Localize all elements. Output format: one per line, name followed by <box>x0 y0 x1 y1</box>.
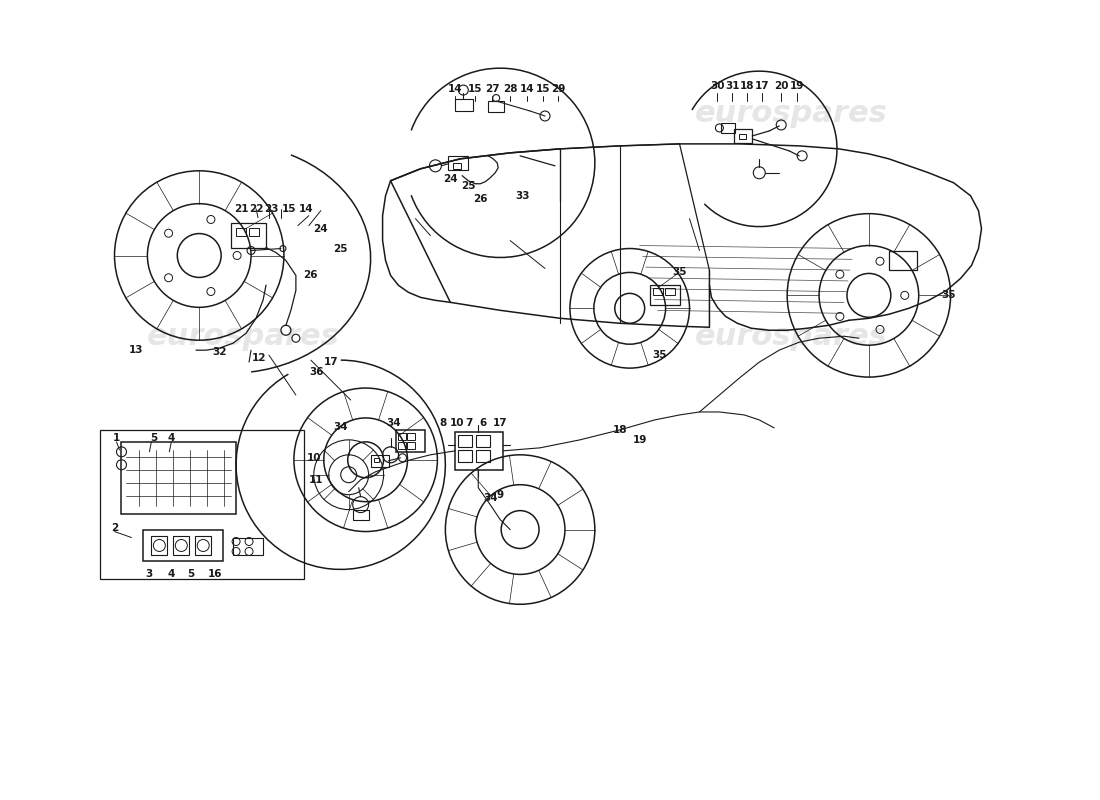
Text: 1: 1 <box>113 433 120 443</box>
Text: 17: 17 <box>323 357 338 367</box>
Bar <box>233 538 263 555</box>
Text: 8: 8 <box>440 418 447 428</box>
Bar <box>449 156 469 170</box>
Text: 20: 20 <box>774 81 789 91</box>
Bar <box>476 450 491 462</box>
Text: 4: 4 <box>167 433 175 443</box>
Text: 7: 7 <box>465 418 473 428</box>
Text: 28: 28 <box>503 84 517 94</box>
Bar <box>371 455 388 466</box>
Text: 13: 13 <box>129 345 144 355</box>
Text: 15: 15 <box>282 204 296 214</box>
Bar <box>396 430 426 452</box>
Text: 25: 25 <box>333 243 348 254</box>
Bar <box>476 435 491 447</box>
Bar <box>455 432 503 470</box>
Text: eurospares: eurospares <box>695 98 888 127</box>
Bar <box>455 99 473 111</box>
Bar <box>121 442 236 514</box>
Text: 32: 32 <box>212 347 227 357</box>
Bar <box>459 435 472 447</box>
Text: 14: 14 <box>298 204 314 214</box>
Bar <box>459 450 472 462</box>
Bar <box>735 129 752 143</box>
Text: 11: 11 <box>309 474 323 485</box>
Text: 14: 14 <box>448 84 463 94</box>
Text: 12: 12 <box>252 353 266 363</box>
Text: 24: 24 <box>443 174 458 184</box>
Bar <box>664 288 674 295</box>
Bar <box>231 222 266 247</box>
Bar <box>374 458 378 462</box>
Text: eurospares: eurospares <box>146 322 340 350</box>
Text: 2: 2 <box>111 522 118 533</box>
Text: 34: 34 <box>333 422 348 432</box>
Text: 34: 34 <box>386 418 400 428</box>
Bar <box>249 228 258 235</box>
Text: 10: 10 <box>307 453 321 462</box>
Text: 18: 18 <box>613 425 627 435</box>
Text: 34: 34 <box>483 493 497 502</box>
Text: 6: 6 <box>480 418 487 428</box>
Text: 25: 25 <box>461 181 475 190</box>
Text: 18: 18 <box>740 81 755 91</box>
Text: 35: 35 <box>672 267 686 278</box>
Text: 24: 24 <box>314 223 328 234</box>
Bar <box>488 101 504 112</box>
Text: 5: 5 <box>150 433 157 443</box>
Text: 21: 21 <box>234 204 249 214</box>
Bar <box>407 442 416 449</box>
Text: 27: 27 <box>485 84 499 94</box>
Bar <box>650 286 680 306</box>
Bar <box>152 535 167 555</box>
Text: 35: 35 <box>942 290 956 300</box>
Text: 29: 29 <box>551 84 565 94</box>
Bar <box>174 535 189 555</box>
Text: eurospares: eurospares <box>695 322 888 350</box>
Text: 5: 5 <box>188 570 195 579</box>
Text: 26: 26 <box>473 194 487 204</box>
Text: 30: 30 <box>711 81 725 91</box>
Bar <box>353 510 369 519</box>
Text: 33: 33 <box>515 190 529 201</box>
Text: 14: 14 <box>520 84 535 94</box>
Text: 19: 19 <box>632 435 647 445</box>
Text: 31: 31 <box>725 81 739 91</box>
Bar <box>407 433 416 440</box>
Text: 23: 23 <box>264 204 278 214</box>
Text: 19: 19 <box>790 81 804 91</box>
Text: 15: 15 <box>536 84 550 94</box>
Bar <box>722 123 736 133</box>
Bar <box>236 228 246 235</box>
Bar <box>453 163 461 169</box>
Text: 16: 16 <box>208 570 222 579</box>
Text: 9: 9 <box>496 490 504 500</box>
Text: 15: 15 <box>468 84 483 94</box>
Text: 35: 35 <box>652 350 667 360</box>
Bar <box>397 433 406 440</box>
Bar <box>100 430 304 579</box>
Bar <box>195 535 211 555</box>
Bar <box>889 250 916 270</box>
Bar <box>739 134 746 139</box>
Bar <box>652 288 662 295</box>
Text: 26: 26 <box>304 270 318 281</box>
Text: 36: 36 <box>309 367 324 377</box>
Text: 22: 22 <box>249 204 263 214</box>
Text: 17: 17 <box>755 81 770 91</box>
Text: 3: 3 <box>146 570 153 579</box>
Text: 17: 17 <box>493 418 507 428</box>
Text: 4: 4 <box>167 570 175 579</box>
Bar <box>397 442 406 449</box>
Bar <box>143 530 223 562</box>
Text: 10: 10 <box>450 418 464 428</box>
